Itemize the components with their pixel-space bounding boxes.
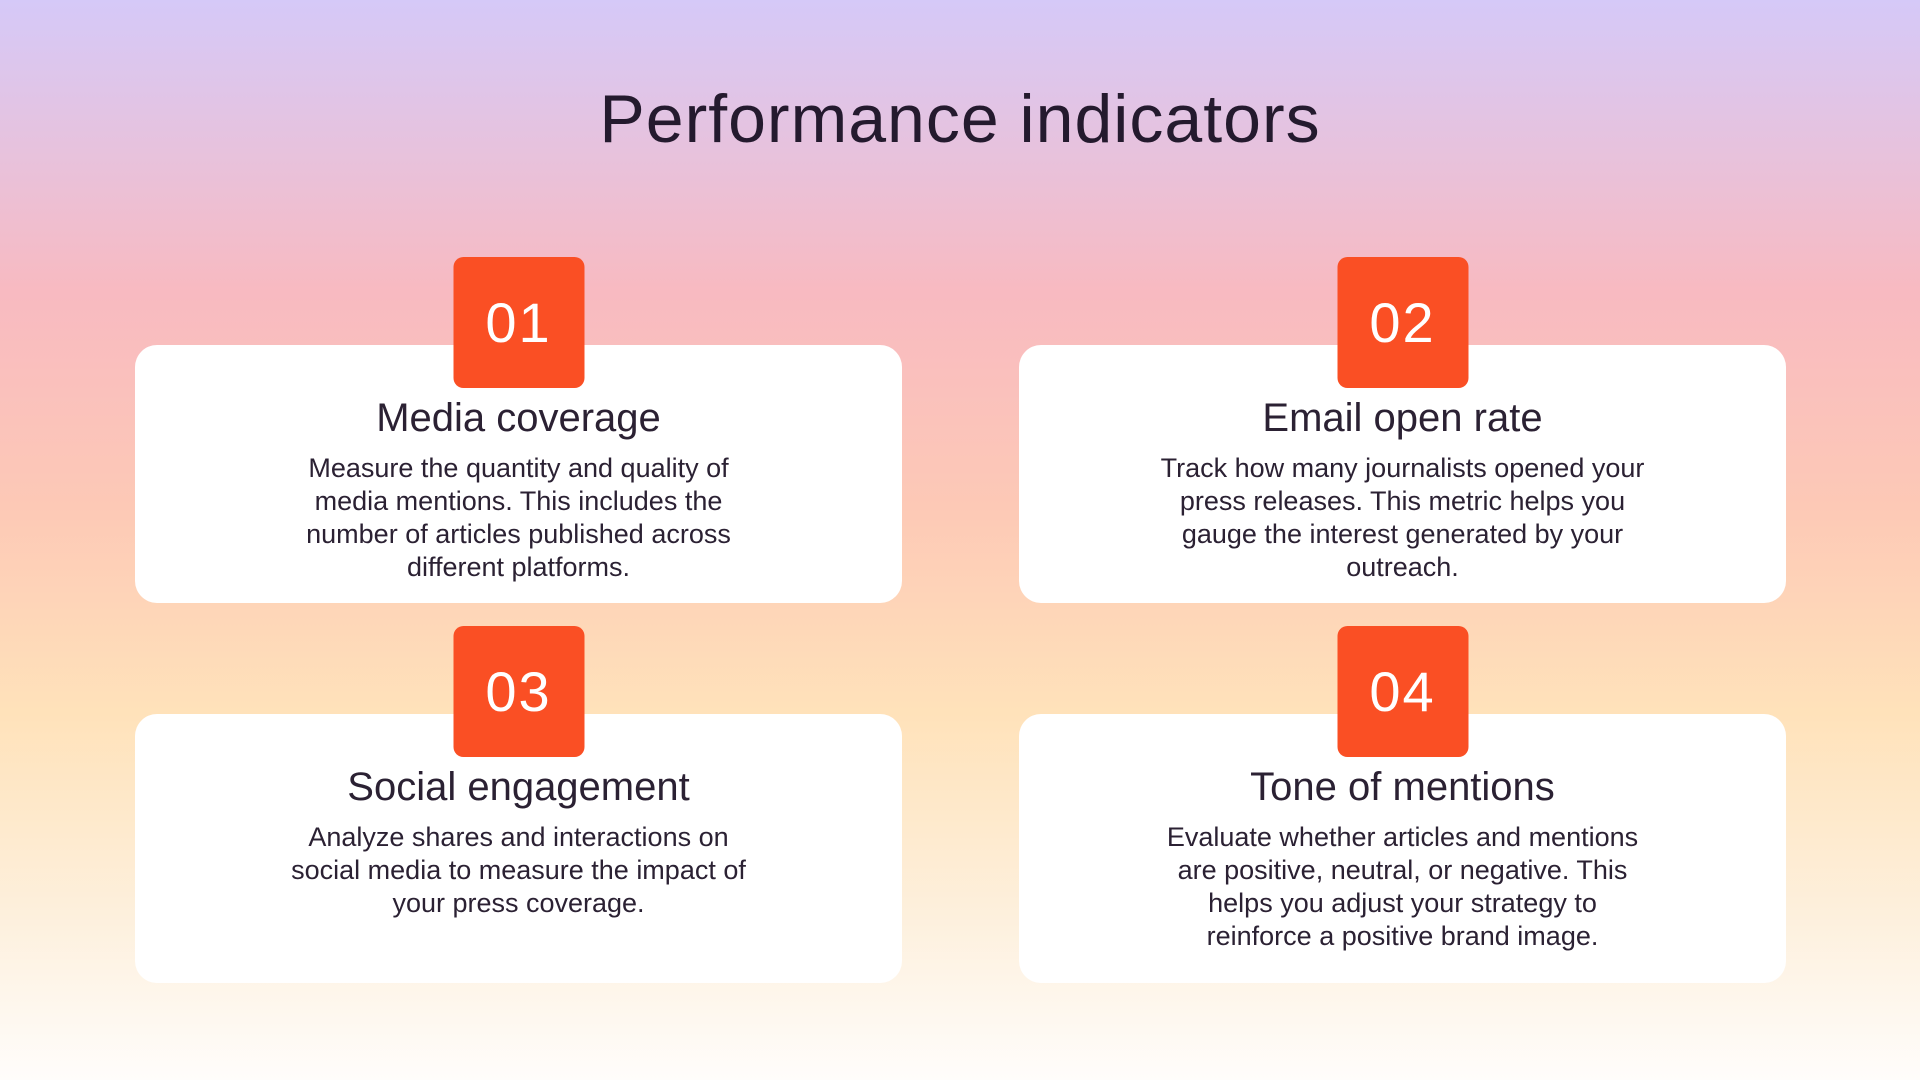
- card-heading: Social engagement: [347, 765, 690, 809]
- card-heading: Tone of mentions: [1250, 765, 1555, 809]
- card-tone-of-mentions: 04 Tone of mentions Evaluate whether art…: [1019, 626, 1786, 983]
- page-title: Performance indicators: [599, 81, 1321, 157]
- card-description: Measure the quantity and quality of medi…: [306, 453, 731, 582]
- badge-number: 02: [1369, 290, 1436, 354]
- badge-number: 01: [485, 290, 552, 354]
- cards-grid: 01 Media coverage Measure the quantity a…: [135, 257, 1786, 983]
- card-description: Evaluate whether articles and mentions a…: [1166, 822, 1639, 951]
- card-description: Analyze shares and interactions on socia…: [291, 822, 746, 918]
- card-social-engagement: 03 Social engagement Analyze shares and …: [135, 626, 902, 983]
- number-badge: 01: [453, 257, 584, 388]
- card-media-coverage: 01 Media coverage Measure the quantity a…: [135, 257, 902, 603]
- number-badge: 02: [1337, 257, 1468, 388]
- card-description: Track how many journalists opened your p…: [1160, 453, 1645, 582]
- number-badge: 03: [453, 626, 584, 757]
- card-heading: Email open rate: [1262, 396, 1543, 440]
- number-badge: 04: [1337, 626, 1468, 757]
- card-heading: Media coverage: [376, 396, 661, 440]
- card-email-open-rate: 02 Email open rate Track how many journa…: [1019, 257, 1786, 603]
- badge-number: 04: [1369, 659, 1436, 723]
- badge-number: 03: [485, 659, 552, 723]
